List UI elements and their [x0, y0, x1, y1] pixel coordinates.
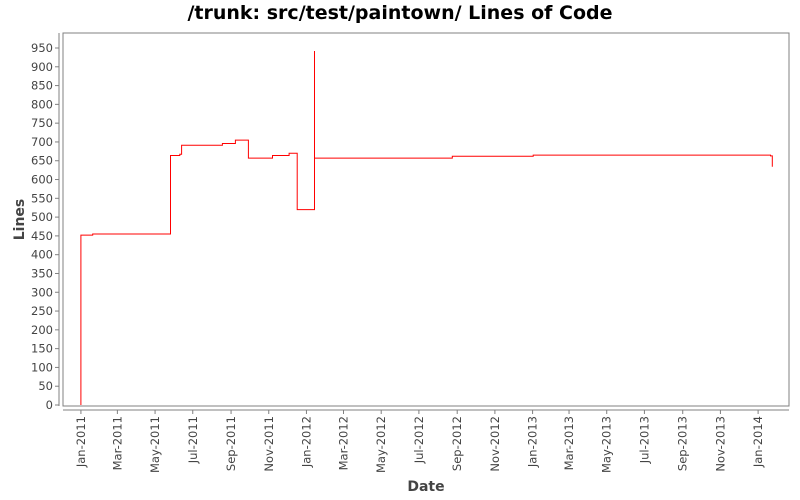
- y-tick-label: 700: [31, 135, 53, 149]
- x-tick-label: Jul-2013: [637, 416, 651, 464]
- x-tick-label: Nov-2011: [262, 416, 276, 472]
- y-tick-label: 350: [31, 266, 53, 280]
- x-tick-label: Jan-2013: [526, 416, 540, 468]
- x-tick-label: Nov-2012: [488, 416, 502, 472]
- y-tick-label: 600: [31, 173, 53, 187]
- x-tick-label: Jan-2011: [74, 416, 88, 468]
- x-tick-label: Mar-2012: [337, 416, 351, 470]
- y-tick-label: 550: [31, 191, 53, 205]
- x-tick-label: Sep-2013: [676, 416, 690, 471]
- y-tick-label: 800: [31, 97, 53, 111]
- y-tick-label: 450: [31, 229, 53, 243]
- x-tick-label: Jul-2011: [186, 416, 200, 464]
- y-tick-label: 900: [31, 60, 53, 74]
- y-tick-label: 750: [31, 116, 53, 130]
- y-tick-label: 500: [31, 210, 53, 224]
- y-tick-label: 50: [38, 379, 53, 393]
- y-tick-label: 950: [31, 41, 53, 55]
- y-tick-label: 250: [31, 304, 53, 318]
- y-tick-label: 150: [31, 342, 53, 356]
- series-line: [80, 51, 773, 405]
- y-tick-label: 200: [31, 323, 53, 337]
- x-tick-label: Sep-2011: [224, 416, 238, 471]
- x-tick-label: Sep-2012: [450, 416, 464, 471]
- y-tick-label: 100: [31, 360, 53, 374]
- x-tick-label: May-2011: [148, 416, 162, 473]
- x-tick-label: May-2013: [600, 416, 614, 473]
- y-tick-label: 300: [31, 285, 53, 299]
- y-axis-label: Lines: [12, 199, 28, 241]
- y-tick-label: 850: [31, 79, 53, 93]
- y-tick-label: 0: [46, 398, 53, 412]
- y-tick-label: 650: [31, 154, 53, 168]
- x-tick-label: May-2012: [374, 416, 388, 473]
- x-tick-label: Mar-2013: [562, 416, 576, 470]
- x-tick-label: Jan-2012: [299, 416, 313, 468]
- x-tick-label: Mar-2011: [110, 416, 124, 470]
- chart-title: /trunk: src/test/paintown/ Lines of Code: [187, 2, 613, 24]
- x-tick-label: Nov-2013: [713, 416, 727, 472]
- x-tick-label: Jul-2012: [412, 416, 426, 464]
- y-tick-label: 400: [31, 248, 53, 262]
- plot-area: [62, 32, 790, 407]
- x-axis-label: Date: [407, 479, 444, 495]
- x-tick-label: Jan-2014: [751, 416, 765, 468]
